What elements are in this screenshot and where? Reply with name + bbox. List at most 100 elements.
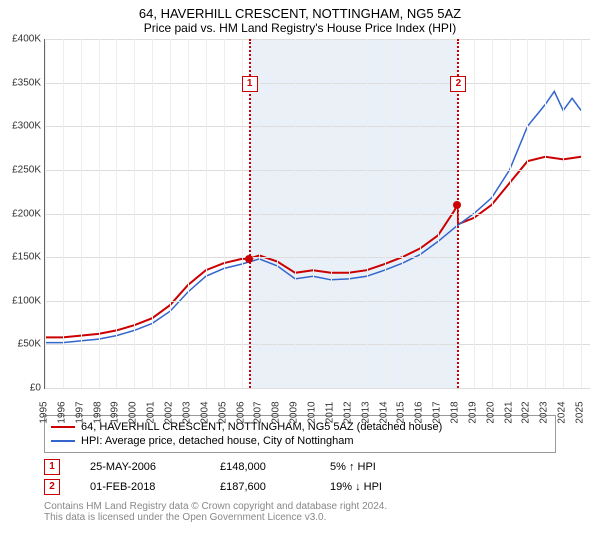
- y-tick-label: £100K: [12, 295, 45, 306]
- legend-label: HPI: Average price, detached house, City…: [81, 435, 354, 447]
- x-tick-label: 2004: [199, 401, 210, 423]
- x-tick-label: 1996: [56, 401, 67, 423]
- y-tick-label: £250K: [12, 164, 45, 175]
- legend-swatch: [51, 440, 75, 442]
- x-tick-label: 1998: [92, 401, 103, 423]
- x-tick-label: 2007: [253, 401, 264, 423]
- x-tick-label: 2023: [539, 401, 550, 423]
- gridline-v: [420, 39, 421, 388]
- transaction-date: 01-FEB-2018: [90, 481, 190, 493]
- gridline-v: [99, 39, 100, 388]
- x-tick-label: 2011: [324, 402, 335, 424]
- plot-region: £0£50K£100K£150K£200K£250K£300K£350K£400…: [44, 39, 590, 389]
- chart-area: £0£50K£100K£150K£200K£250K£300K£350K£400…: [44, 39, 590, 409]
- x-tick-label: 2010: [307, 401, 318, 423]
- gridline-v: [170, 39, 171, 388]
- event-badge: 2: [450, 76, 466, 92]
- transaction-badge: 2: [44, 479, 60, 495]
- gridline-h: [45, 301, 590, 302]
- x-tick-label: 2020: [485, 401, 496, 423]
- gridline-v: [331, 39, 332, 388]
- footer-line-1: Contains HM Land Registry data © Crown c…: [44, 501, 556, 512]
- gridline-v: [349, 39, 350, 388]
- gridline-v: [206, 39, 207, 388]
- x-axis-labels: 1995199619971998199920002001200220032004…: [44, 393, 590, 413]
- transaction-table: 125-MAY-2006£148,0005% ↑ HPI201-FEB-2018…: [44, 457, 556, 497]
- gridline-v: [259, 39, 260, 388]
- chart-title: 64, HAVERHILL CRESCENT, NOTTINGHAM, NG5 …: [0, 0, 600, 21]
- y-tick-label: £300K: [12, 121, 45, 132]
- gridline-h: [45, 388, 590, 389]
- gridline-v: [510, 39, 511, 388]
- x-tick-label: 1997: [74, 401, 85, 423]
- x-tick-label: 2022: [521, 401, 532, 423]
- x-tick-label: 2009: [289, 401, 300, 423]
- gridline-v: [277, 39, 278, 388]
- gridline-h: [45, 126, 590, 127]
- transaction-pct: 19% ↓ HPI: [330, 481, 430, 493]
- gridline-h: [45, 170, 590, 171]
- transaction-row: 125-MAY-2006£148,0005% ↑ HPI: [44, 457, 556, 477]
- gridline-v: [492, 39, 493, 388]
- gridline-v: [134, 39, 135, 388]
- x-tick-label: 2016: [414, 401, 425, 423]
- gridline-v: [367, 39, 368, 388]
- gridline-v: [545, 39, 546, 388]
- x-tick-label: 2017: [432, 401, 443, 423]
- gridline-v: [402, 39, 403, 388]
- x-tick-label: 2012: [342, 401, 353, 423]
- event-badge: 1: [242, 76, 258, 92]
- x-tick-label: 2005: [217, 401, 228, 423]
- gridline-v: [563, 39, 564, 388]
- x-tick-label: 2001: [146, 401, 157, 423]
- y-tick-label: £200K: [12, 208, 45, 219]
- legend-swatch: [51, 426, 75, 428]
- transaction-badge: 1: [44, 459, 60, 475]
- x-tick-label: 2015: [396, 401, 407, 423]
- footer-attribution: Contains HM Land Registry data © Crown c…: [44, 501, 556, 523]
- gridline-h: [45, 39, 590, 40]
- x-tick-label: 2025: [575, 401, 586, 423]
- gridline-v: [116, 39, 117, 388]
- gridline-v: [81, 39, 82, 388]
- gridline-v: [224, 39, 225, 388]
- gridline-h: [45, 83, 590, 84]
- x-tick-label: 2013: [360, 401, 371, 423]
- y-tick-label: £50K: [18, 339, 45, 350]
- chart-container: 64, HAVERHILL CRESCENT, NOTTINGHAM, NG5 …: [0, 0, 600, 560]
- gridline-v: [581, 39, 582, 388]
- y-tick-label: £0: [30, 383, 45, 394]
- gridline-v: [527, 39, 528, 388]
- event-marker: [245, 255, 253, 263]
- x-tick-label: 2006: [235, 401, 246, 423]
- chart-subtitle: Price paid vs. HM Land Registry's House …: [0, 21, 600, 39]
- x-tick-label: 2014: [378, 401, 389, 423]
- x-tick-label: 2018: [449, 401, 460, 423]
- y-tick-label: £350K: [12, 77, 45, 88]
- x-tick-label: 1995: [39, 401, 50, 423]
- y-tick-label: £150K: [12, 252, 45, 263]
- gridline-v: [385, 39, 386, 388]
- gridline-h: [45, 344, 590, 345]
- x-tick-label: 2002: [164, 401, 175, 423]
- x-tick-label: 2024: [557, 401, 568, 423]
- gridline-h: [45, 214, 590, 215]
- x-tick-label: 1999: [110, 401, 121, 423]
- x-tick-label: 2008: [271, 401, 282, 423]
- x-tick-label: 2021: [503, 401, 514, 423]
- gridline-v: [152, 39, 153, 388]
- gridline-v: [474, 39, 475, 388]
- gridline-v: [45, 39, 46, 388]
- footer-line-2: This data is licensed under the Open Gov…: [44, 512, 556, 523]
- gridline-v: [295, 39, 296, 388]
- y-tick-label: £400K: [12, 34, 45, 45]
- event-marker: [453, 201, 461, 209]
- gridline-v: [188, 39, 189, 388]
- x-tick-label: 2003: [181, 401, 192, 423]
- gridline-v: [438, 39, 439, 388]
- x-tick-label: 2019: [467, 401, 478, 423]
- transaction-date: 25-MAY-2006: [90, 461, 190, 473]
- transaction-price: £187,600: [220, 481, 300, 493]
- gridline-v: [63, 39, 64, 388]
- legend-row: HPI: Average price, detached house, City…: [51, 434, 549, 448]
